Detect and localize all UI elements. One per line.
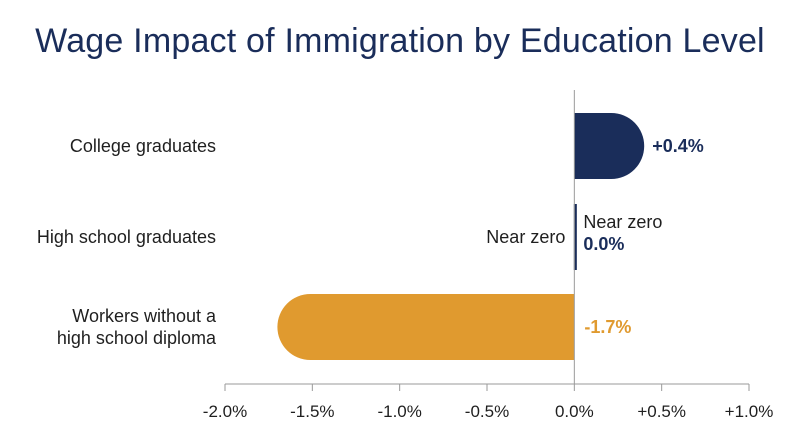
category-label: Workers without a bbox=[72, 306, 217, 326]
bar bbox=[277, 294, 575, 360]
category-label: High school graduates bbox=[37, 227, 216, 247]
bar bbox=[574, 113, 645, 179]
bar-value-label: -1.7% bbox=[584, 317, 631, 337]
x-tick-label: +1.0% bbox=[725, 402, 774, 421]
x-tick-label: -0.5% bbox=[465, 402, 509, 421]
bar-value-label: +0.4% bbox=[652, 136, 704, 156]
x-tick-label: -2.0% bbox=[203, 402, 247, 421]
bars-layer bbox=[277, 113, 645, 360]
x-tick-label: 0.0% bbox=[555, 402, 594, 421]
bar-value-label: 0.0% bbox=[583, 234, 624, 254]
x-tick-label: -1.0% bbox=[377, 402, 421, 421]
bar-value-note: Near zero bbox=[583, 212, 662, 232]
category-label: College graduates bbox=[70, 136, 216, 156]
category-label: high school diploma bbox=[57, 328, 217, 348]
category-labels: College graduates High school graduates Wo… bbox=[37, 136, 217, 348]
x-axis-ticks: -2.0% -1.5% -1.0% -0.5% 0.0% +0.5% +1.0% bbox=[203, 384, 774, 421]
bar-left-note: Near zero bbox=[486, 227, 565, 247]
x-tick-label: +0.5% bbox=[637, 402, 686, 421]
chart-title: Wage Impact of Immigration by Education … bbox=[35, 22, 765, 60]
x-tick-label: -1.5% bbox=[290, 402, 334, 421]
bar bbox=[573, 204, 577, 270]
